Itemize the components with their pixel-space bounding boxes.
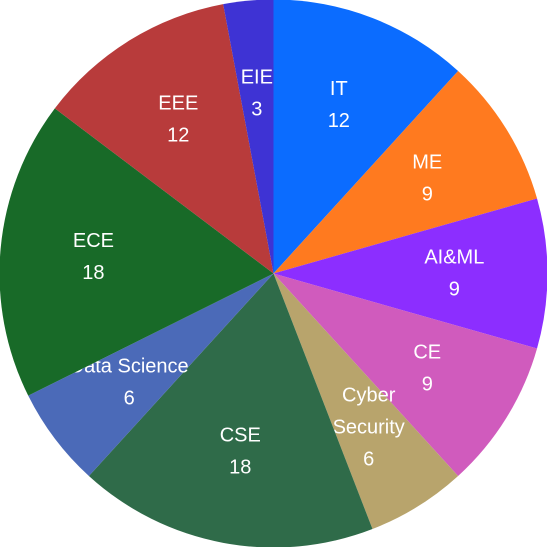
pie-slice-data-science	[28, 273, 274, 476]
slice-value: 18	[82, 262, 104, 284]
slice-value: 9	[422, 374, 433, 396]
slice-value: 6	[124, 387, 135, 409]
pie-slice-ai-ml	[273, 198, 547, 349]
pie-slice-ce	[273, 273, 538, 476]
slice-value: 18	[229, 456, 251, 478]
pie-slice-eie	[223, 0, 274, 274]
slice-label-cyber-security: Cyber Security 6	[333, 384, 405, 470]
pie-slice-me	[273, 71, 538, 274]
pie-slice-it	[273, 0, 459, 274]
slice-name: Security	[333, 416, 405, 438]
slice-label-cse: CSE 18	[220, 424, 261, 478]
slice-name: ME	[412, 151, 442, 173]
slice-label-data-science: Data Science 6	[70, 355, 189, 409]
slice-name: CSE	[220, 424, 261, 446]
pie-slice-ece	[0, 108, 274, 396]
pie-slice-cse	[88, 273, 373, 547]
slice-value: 6	[363, 448, 374, 470]
slice-name: AI&ML	[424, 247, 484, 269]
slice-label-ce: CE 9	[413, 342, 441, 396]
slice-label-ece: ECE 18	[73, 230, 114, 284]
slice-value: 3	[251, 98, 262, 120]
slice-label-it: IT 12	[328, 78, 350, 132]
slice-name: Data Science	[70, 355, 189, 377]
slice-value: 12	[328, 110, 350, 132]
slice-value: 9	[422, 183, 433, 205]
slice-name: CE	[413, 342, 441, 364]
slice-name: EEE	[158, 93, 198, 115]
slice-label-ai-ml: AI&ML 9	[424, 247, 484, 301]
slice-label-eie: EIE 3	[241, 66, 273, 120]
slice-name: Cyber	[342, 384, 396, 406]
slice-name: ECE	[73, 230, 114, 252]
slice-label-eee: EEE 12	[158, 93, 198, 147]
slice-value: 12	[167, 125, 189, 147]
pie-slice-eee	[54, 4, 274, 274]
pie-slice-cyber-security	[273, 273, 459, 529]
slice-value: 9	[449, 279, 460, 301]
slice-label-me: ME 9	[412, 151, 442, 205]
slice-name: EIE	[241, 66, 273, 88]
slice-name: IT	[330, 78, 348, 100]
